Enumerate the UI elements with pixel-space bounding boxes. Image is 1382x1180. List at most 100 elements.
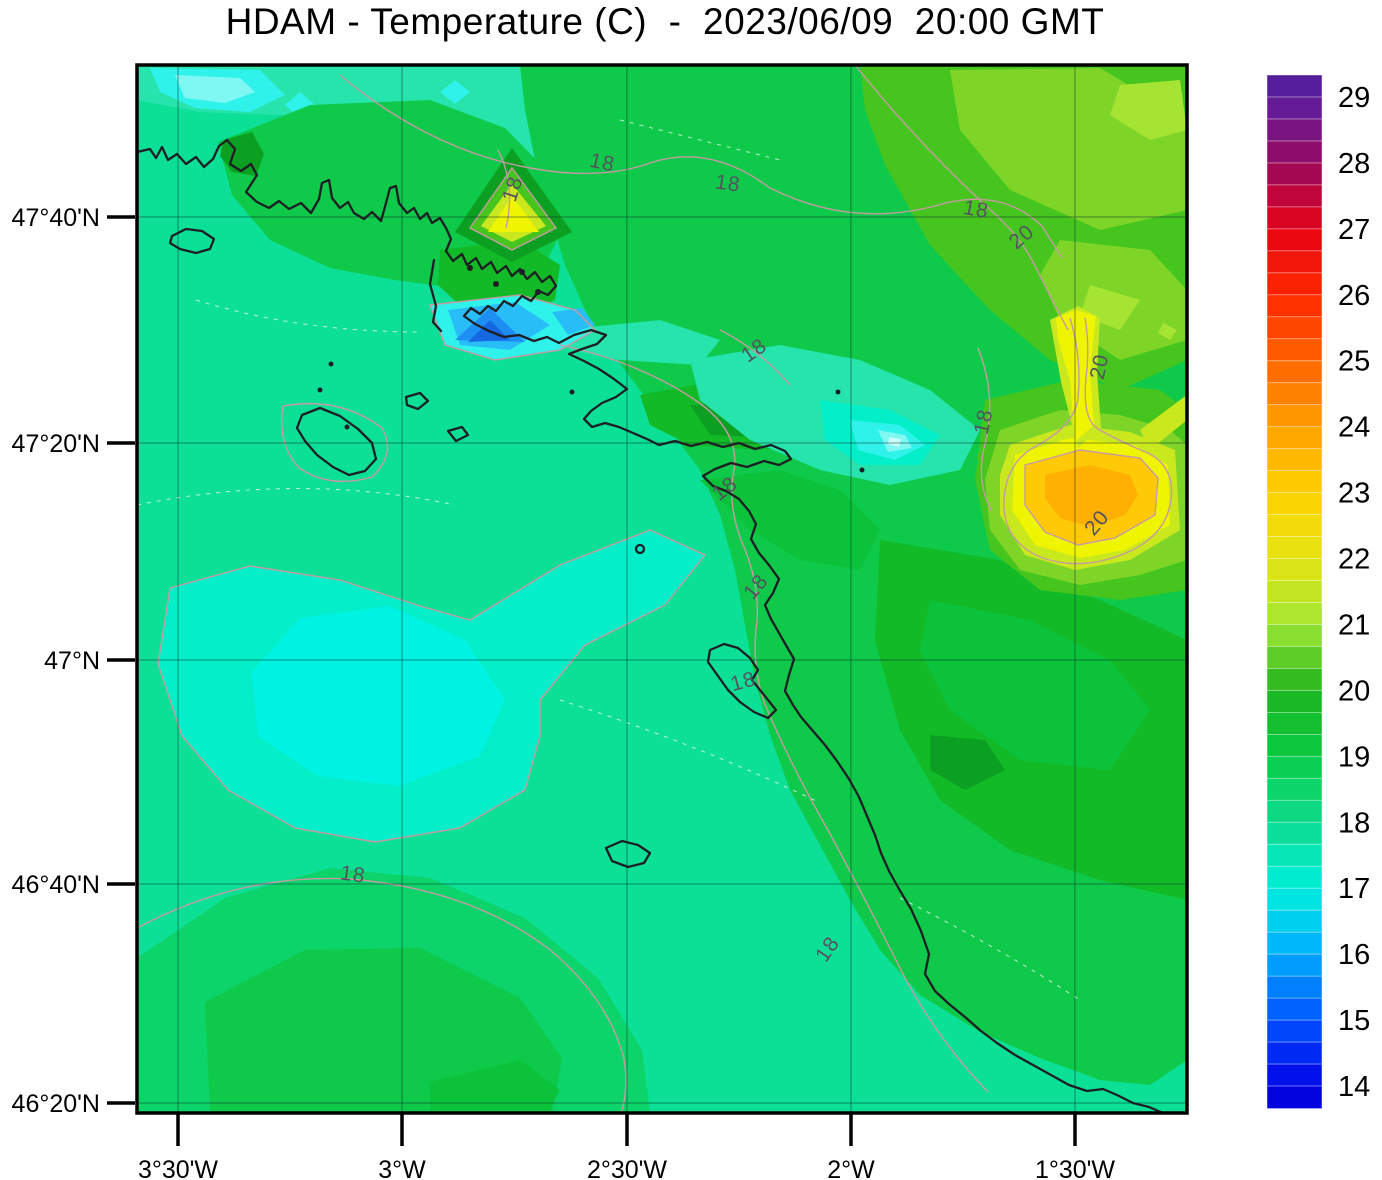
- colorbar-tick-label: 16: [1338, 939, 1370, 971]
- map-frame: [135, 63, 1189, 1115]
- colorbar-tick-label: 18: [1338, 807, 1370, 839]
- axis-labels: 47°40'N 47°20'N 47°N 46°40'N 46°20'N 3°30'W 3°…: [12, 204, 1116, 1180]
- colorbar-segment: [1266, 843, 1323, 868]
- cold-pool-core: [252, 606, 505, 786]
- colorbar-segment: [1266, 338, 1323, 362]
- hotspot-ne-arm: [1140, 395, 1187, 450]
- island-belle-ile: [295, 406, 378, 477]
- colorbar-tick-label: 19: [1338, 741, 1370, 773]
- colorbar-segment: [1266, 316, 1323, 340]
- colorbar-segment: [1266, 799, 1323, 824]
- y-axis-label: 47°40'N: [12, 204, 100, 232]
- colorbar-tick-label: 14: [1338, 1071, 1370, 1103]
- colorbar-segment: [1266, 294, 1323, 318]
- morbihan-yellow-spot: [455, 148, 572, 262]
- nw-cyan-core: [175, 75, 255, 103]
- colorbar-segment: [1266, 1041, 1323, 1066]
- grid-lines: [137, 65, 1187, 1113]
- island-houat: [404, 391, 430, 411]
- quiberon-peninsula: [428, 258, 443, 333]
- contour-lines: [137, 65, 1173, 1113]
- colorbar-segment: [1266, 711, 1323, 736]
- retz-green: [700, 470, 880, 570]
- colorbar-segment: [1266, 733, 1323, 758]
- colorbar: [1266, 74, 1323, 1109]
- ne-sliver: [1158, 323, 1177, 340]
- colorbar-segment: [1266, 1063, 1323, 1088]
- colorbar-segment: [1266, 536, 1323, 560]
- colorbar-segment: [1266, 953, 1323, 978]
- colorbar-segment: [1266, 755, 1323, 780]
- colorbar-segment: [1266, 272, 1323, 296]
- colorbar-segment: [1266, 602, 1323, 626]
- ne-lighter-bit-1: [1110, 80, 1187, 140]
- coast-pale-band: [560, 320, 720, 365]
- colorbar-tick-label: 26: [1338, 280, 1370, 312]
- colorbar-segment: [1266, 931, 1323, 956]
- colorbar-segment: [1266, 74, 1323, 98]
- colorbar-segment: [1266, 382, 1323, 406]
- colorbar-segment: [1266, 668, 1323, 692]
- colorbar-segment: [1266, 997, 1323, 1022]
- x-axis-label: 3°30'W: [138, 1156, 218, 1180]
- y-axis-label: 47°20'N: [12, 430, 100, 458]
- colorbar-tick-label: 29: [1338, 82, 1370, 114]
- colorbar-segment: [1266, 118, 1323, 142]
- colorbar-segment: [1266, 404, 1323, 428]
- colorbar-segment: [1266, 777, 1323, 802]
- colorbar-segment: [1266, 514, 1323, 538]
- colorbar-segment: [1266, 624, 1323, 648]
- colorbar-segment: [1266, 162, 1323, 186]
- colorbar-segment: [1266, 140, 1323, 164]
- colorbar-segment: [1266, 96, 1323, 120]
- y-axis-label: 47°N: [44, 647, 100, 675]
- briere-cyan-core: [888, 437, 901, 447]
- colorbar-segment: [1266, 184, 1323, 208]
- coastline-main: [137, 138, 1165, 1113]
- contour-value-label: 18: [339, 861, 367, 887]
- axis-ticks: [107, 215, 1077, 1146]
- colorbar-segment: [1266, 426, 1323, 450]
- islet-dumet: [634, 543, 646, 555]
- x-axis-label: 2°30'W: [587, 1156, 667, 1180]
- colorbar-segment: [1266, 975, 1323, 1000]
- colorbar-tick-label: 15: [1338, 1005, 1370, 1037]
- colorbar-segment: [1266, 250, 1323, 274]
- colorbar-tick-label: 27: [1338, 214, 1370, 246]
- colorbar-tick-label: 17: [1338, 873, 1370, 905]
- colorbar-tick-label: 21: [1338, 609, 1370, 641]
- colorbar-segment: [1266, 206, 1323, 230]
- y-axis-label: 46°40'N: [12, 871, 100, 899]
- colorbar-labels: 29 28 27 26 25 24 23 22 21 20 19 18 17 16 15 14: [1338, 82, 1370, 1103]
- east-center-mid: [920, 600, 1150, 770]
- colorbar-segment: [1266, 228, 1323, 252]
- x-axis-label: 3°W: [378, 1156, 426, 1180]
- colorbar-segment: [1266, 470, 1323, 494]
- colorbar-segment: [1266, 448, 1323, 472]
- sw-warm-core: [430, 1060, 560, 1113]
- colorbar-segment: [1266, 580, 1323, 604]
- colorbar-tick-label: 22: [1338, 544, 1370, 576]
- colorbar-tick-label: 23: [1338, 478, 1370, 510]
- x-axis-label: 1°30'W: [1035, 1156, 1115, 1180]
- colorbar-segment: [1266, 360, 1323, 384]
- colorbar-segment: [1266, 646, 1323, 670]
- colorbar-tick-label: 20: [1338, 675, 1370, 707]
- islet-dots: [317, 265, 865, 473]
- east-small-dark: [930, 735, 1005, 790]
- island-groix: [168, 227, 216, 255]
- nantes-hotspot: [975, 306, 1187, 600]
- contour-value-label: 18: [714, 170, 742, 196]
- island-noirmoutier: [706, 642, 778, 720]
- colorbar-tick-label: 24: [1338, 412, 1370, 444]
- colorbar-segment: [1266, 821, 1323, 846]
- colorbar-segment: [1266, 887, 1323, 912]
- coastline: [137, 138, 1165, 1113]
- x-axis-label: 2°W: [827, 1156, 875, 1180]
- colorbar-segment: [1266, 1019, 1323, 1044]
- y-axis-label: 46°20'N: [12, 1090, 100, 1118]
- contour-value-label: 18: [970, 407, 998, 437]
